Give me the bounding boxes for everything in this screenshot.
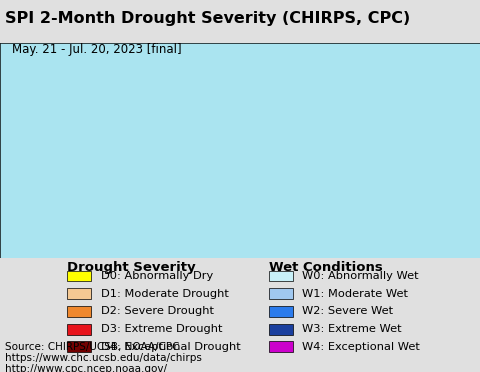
Bar bbox=[67, 270, 91, 282]
Text: W2: Severe Wet: W2: Severe Wet bbox=[302, 307, 394, 317]
Text: D3: Extreme Drought: D3: Extreme Drought bbox=[101, 324, 222, 334]
Bar bbox=[269, 341, 293, 352]
Bar bbox=[269, 288, 293, 299]
Bar bbox=[269, 324, 293, 334]
Text: D1: Moderate Drought: D1: Moderate Drought bbox=[101, 289, 228, 299]
Text: D2: Severe Drought: D2: Severe Drought bbox=[101, 307, 214, 317]
Text: W3: Extreme Wet: W3: Extreme Wet bbox=[302, 324, 402, 334]
Text: W1: Moderate Wet: W1: Moderate Wet bbox=[302, 289, 408, 299]
Bar bbox=[67, 306, 91, 317]
Text: May. 21 - Jul. 20, 2023 [final]: May. 21 - Jul. 20, 2023 [final] bbox=[12, 43, 181, 56]
Text: W0: Abnormally Wet: W0: Abnormally Wet bbox=[302, 271, 419, 281]
Text: https://www.chc.ucsb.edu/data/chirps: https://www.chc.ucsb.edu/data/chirps bbox=[5, 353, 202, 363]
Bar bbox=[67, 324, 91, 334]
Bar bbox=[269, 270, 293, 282]
Bar bbox=[67, 288, 91, 299]
Text: Source: CHIRPS/UCSB, NOAA/CPC: Source: CHIRPS/UCSB, NOAA/CPC bbox=[5, 342, 180, 352]
Text: D4: Exceptional Drought: D4: Exceptional Drought bbox=[101, 342, 240, 352]
Bar bbox=[269, 306, 293, 317]
Text: SPI 2-Month Drought Severity (CHIRPS, CPC): SPI 2-Month Drought Severity (CHIRPS, CP… bbox=[5, 11, 410, 26]
Text: Wet Conditions: Wet Conditions bbox=[269, 261, 383, 274]
Text: Drought Severity: Drought Severity bbox=[67, 261, 196, 274]
Text: http://www.cpc.ncep.noaa.gov/: http://www.cpc.ncep.noaa.gov/ bbox=[5, 364, 167, 372]
Text: D0: Abnormally Dry: D0: Abnormally Dry bbox=[101, 271, 213, 281]
Bar bbox=[67, 341, 91, 352]
Text: W4: Exceptional Wet: W4: Exceptional Wet bbox=[302, 342, 420, 352]
